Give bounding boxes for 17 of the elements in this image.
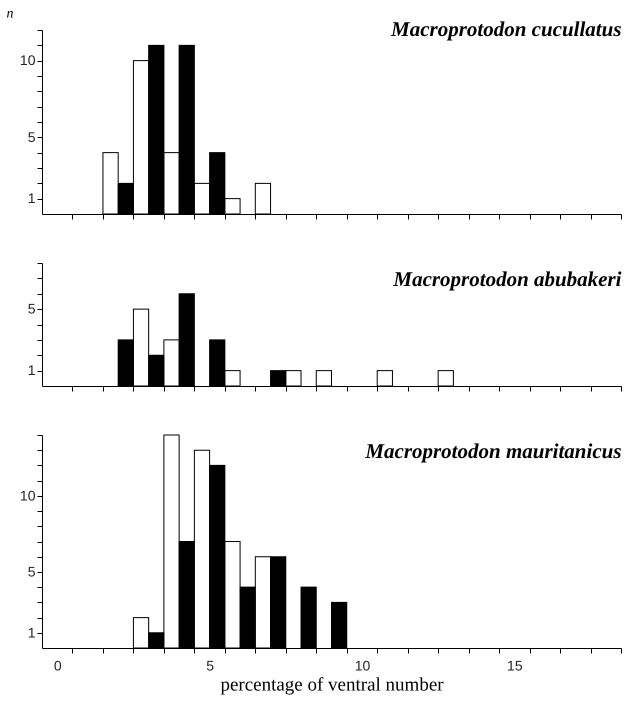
- x-tick-label: 0: [54, 658, 62, 674]
- chart-title: Macroprotodon abubakeri: [392, 267, 622, 291]
- y-tick-label: 1: [28, 190, 36, 206]
- y-tick-label: 5: [28, 128, 36, 145]
- x-tick-label: 5: [206, 658, 214, 674]
- y-tick-label: 5: [28, 563, 36, 580]
- y-tick-label: 1: [28, 362, 36, 378]
- y-tick-label: 1: [28, 624, 36, 640]
- y-tick-label: 5: [28, 300, 36, 317]
- x-tick-label: 10: [354, 658, 370, 674]
- x-tick-label: 15: [507, 658, 523, 674]
- y-axis-title: n: [6, 6, 14, 22]
- y-tick-label: 10: [20, 487, 36, 504]
- chart-title: Macroprotodon cucullatus: [390, 17, 622, 41]
- chart-title: Macroprotodon mauritanicus: [364, 439, 622, 463]
- y-tick-label: 10: [20, 52, 36, 68]
- x-axis-title: percentage of ventral number: [220, 674, 444, 696]
